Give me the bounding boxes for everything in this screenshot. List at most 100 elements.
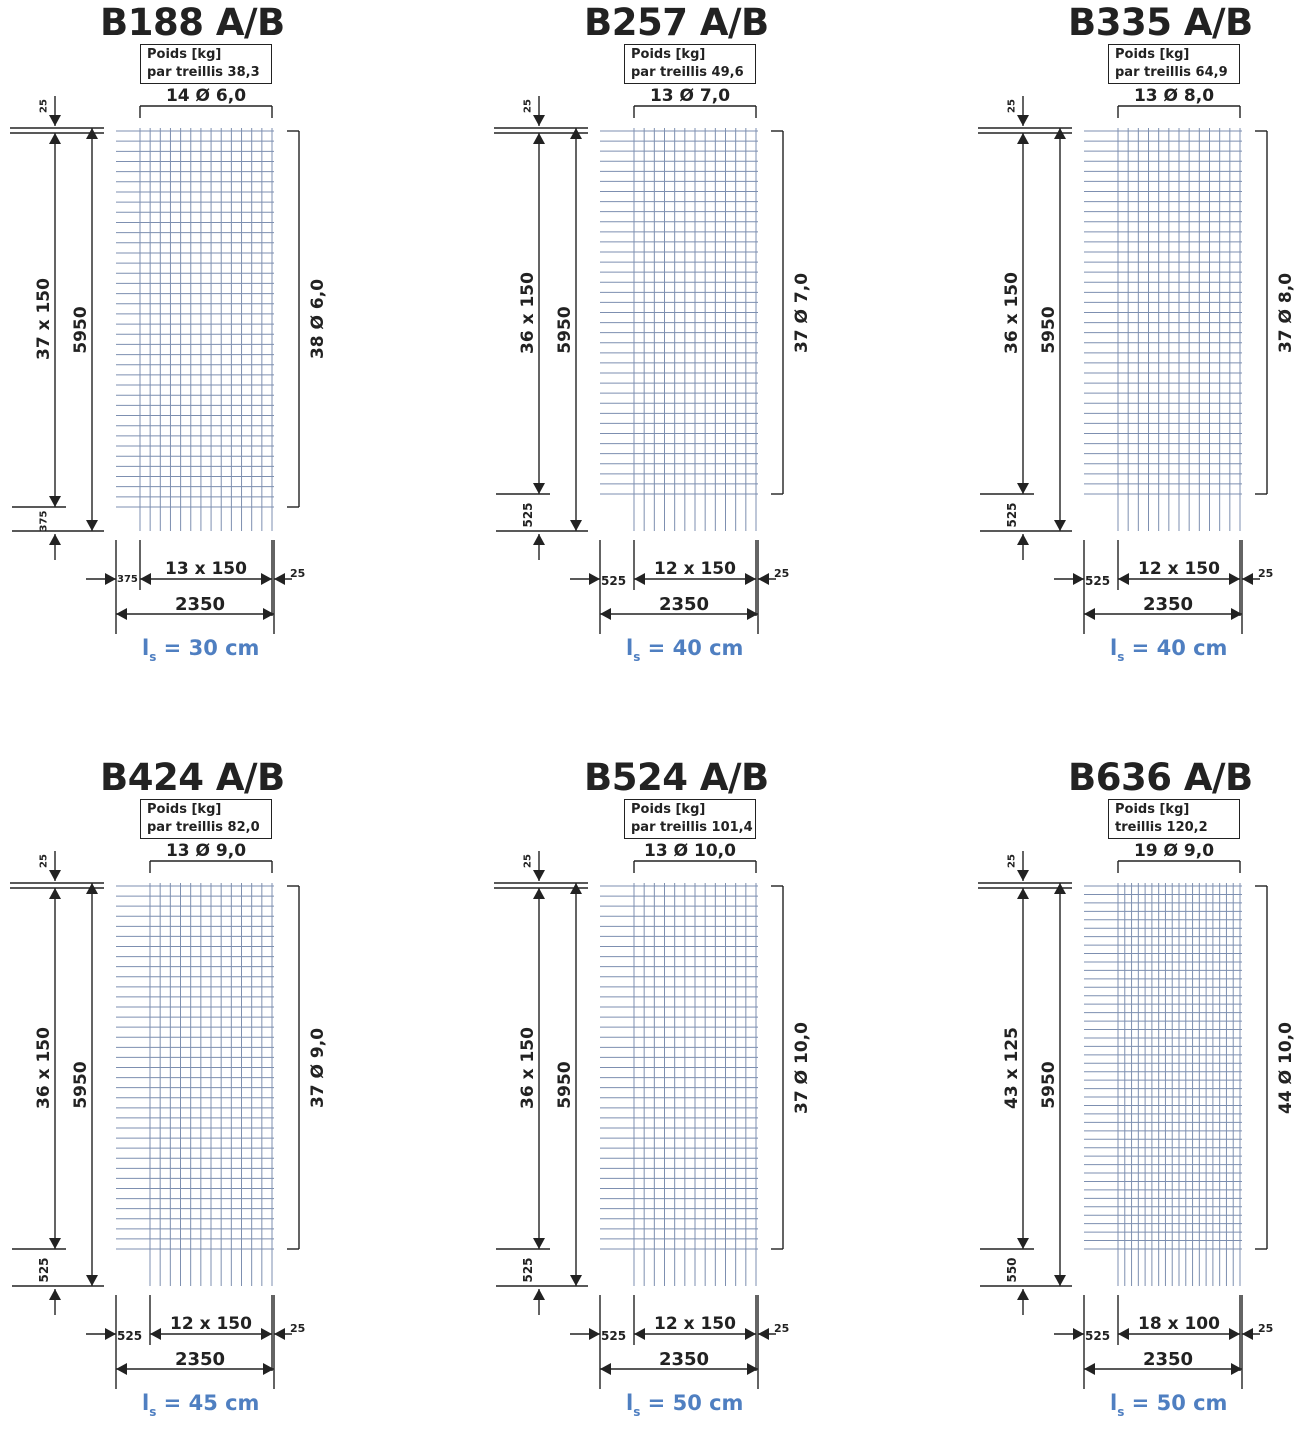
spacing-h-label: 12 x 150: [170, 1314, 252, 1334]
width-arrow-right: [263, 1363, 274, 1375]
right-gap-arrow: [1242, 573, 1253, 585]
spacing-label: 36 x 150: [518, 271, 538, 354]
right-gap-arrow: [758, 573, 769, 585]
spacing-h-label: 18 x 100: [1138, 1314, 1220, 1334]
spacing-arrow-bottom: [1017, 483, 1029, 494]
mesh-drawing: [494, 851, 784, 1389]
spacing-h-label: 12 x 150: [654, 559, 736, 579]
length-label: 5950: [555, 306, 575, 354]
spacing-label: 37 x 150: [34, 278, 54, 360]
mesh-title: B524 A/B: [584, 756, 769, 799]
spacing-arrow-bottom: [1017, 1238, 1029, 1249]
width-arrow-left: [1084, 1363, 1095, 1375]
lap-value: = 50 cm: [1124, 1391, 1228, 1415]
spacing-h-arrow-right: [1229, 573, 1240, 585]
lap-value: = 45 cm: [156, 1391, 260, 1415]
left-gap-label: 525: [601, 1329, 627, 1343]
bottom-gap-arrow: [533, 534, 545, 545]
right-gap-label: 25: [1258, 567, 1274, 580]
top-gap-label: 25: [522, 99, 534, 113]
side-bars-label: 37 Ø 9,0: [308, 1027, 328, 1108]
lap-length: ls = 40 cm: [1110, 636, 1227, 664]
mesh-catalog: B188 A/B Poids [kg] par treillis 38,3 14 Ø …: [0, 0, 1302, 1419]
width-arrow-right: [1231, 1363, 1242, 1375]
spacing-arrow-top: [1017, 888, 1029, 899]
spacing-h-label: 13 x 150: [165, 559, 247, 579]
weight-box: Poids [kg] par treillis 82,0: [140, 799, 272, 839]
top-gap-arrow: [1017, 115, 1029, 126]
panel-b524: B524 A/B Poids [kg] par treillis 101,4 13 Ø…: [484, 755, 904, 1455]
width-arrow-right: [747, 1363, 758, 1375]
panel-b335: B335 A/B Poids [kg] par treillis 64,9 13 Ø …: [968, 0, 1302, 700]
bottom-gap-arrow: [533, 1289, 545, 1300]
spacing-arrow-top: [533, 888, 545, 899]
top-bars-label: 13 Ø 7,0: [649, 86, 731, 106]
spacing-h-arrow-left: [1118, 573, 1129, 585]
spacing-h-label: 12 x 150: [1138, 559, 1220, 579]
panel-b424: B424 A/B Poids [kg] par treillis 82,0 13 Ø …: [0, 755, 420, 1455]
lap-symbol: l: [142, 1391, 150, 1415]
left-gap-arrow: [589, 573, 600, 585]
left-gap-arrow: [589, 1328, 600, 1340]
top-gap-arrow: [533, 115, 545, 126]
bottom-gap-label: 525: [521, 1256, 535, 1283]
spacing-label: 36 x 150: [34, 1026, 54, 1109]
side-bars-label: 38 Ø 6,0: [308, 278, 328, 360]
lap-length: ls = 50 cm: [626, 1391, 743, 1419]
spacing-h-arrow-right: [261, 573, 272, 585]
length-arrow-bottom: [86, 520, 98, 531]
side-bars-label: 37 Ø 8,0: [1276, 272, 1296, 353]
length-arrow-top: [86, 128, 98, 139]
spacing-h-arrow-left: [634, 573, 645, 585]
lap-symbol: l: [626, 636, 634, 660]
weight-value: par treillis 49,6: [631, 65, 744, 80]
top-gap-arrow: [49, 870, 61, 881]
width-arrow-left: [600, 608, 611, 620]
weight-box: Poids [kg] par treillis 64,9: [1108, 44, 1240, 84]
lap-length: ls = 50 cm: [1110, 1391, 1227, 1419]
lap-value: = 40 cm: [1124, 636, 1228, 660]
bottom-gap-arrow: [1017, 534, 1029, 545]
right-gap-arrow: [274, 1328, 285, 1340]
right-gap-label: 25: [290, 1322, 306, 1335]
lap-value: = 50 cm: [640, 1391, 744, 1415]
weight-label: Poids [kg]: [1115, 47, 1190, 62]
width-arrow-left: [116, 608, 127, 620]
length-arrow-bottom: [570, 520, 582, 531]
lap-subscript: s: [633, 1405, 641, 1419]
spacing-label: 36 x 150: [518, 1026, 538, 1109]
left-gap-arrow: [1073, 573, 1084, 585]
spacing-h-arrow-left: [1118, 1328, 1129, 1340]
width-label: 2350: [174, 594, 226, 615]
width-label: 2350: [1142, 1349, 1194, 1370]
lap-subscript: s: [149, 1405, 157, 1419]
mesh-title: B424 A/B: [100, 756, 285, 799]
lap-symbol: l: [1110, 636, 1118, 660]
spacing-arrow-top: [49, 133, 61, 144]
weight-label: Poids [kg]: [631, 47, 706, 62]
bottom-gap-label: 525: [521, 501, 535, 528]
right-gap-arrow: [758, 1328, 769, 1340]
length-label: 5950: [555, 1061, 575, 1109]
panel-b188: B188 A/B Poids [kg] par treillis 38,3 14 Ø …: [0, 0, 420, 700]
side-bars-label: 44 Ø 10,0: [1276, 1021, 1296, 1114]
panel-b257: B257 A/B Poids [kg] par treillis 49,6 13 Ø …: [484, 0, 904, 700]
spacing-h-arrow-left: [634, 1328, 645, 1340]
mesh-title: B335 A/B: [1068, 1, 1253, 44]
spacing-h-arrow-right: [745, 573, 756, 585]
bottom-gap-arrow: [49, 1289, 61, 1300]
length-label: 5950: [71, 306, 91, 354]
spacing-arrow-bottom: [533, 483, 545, 494]
weight-label: Poids [kg]: [1115, 802, 1190, 817]
spacing-h-arrow-right: [745, 1328, 756, 1340]
right-gap-label: 25: [1258, 1322, 1274, 1335]
weight-value: treillis 120,2: [1115, 820, 1208, 835]
right-gap-label: 25: [774, 1322, 790, 1335]
top-gap-label: 25: [38, 854, 50, 868]
length-label: 5950: [1039, 306, 1059, 354]
right-gap-arrow: [1242, 1328, 1253, 1340]
lap-value: = 30 cm: [156, 636, 260, 660]
top-gap-label: 25: [1006, 99, 1018, 113]
weight-value: par treillis 38,3: [147, 65, 260, 80]
top-gap-arrow: [533, 870, 545, 881]
